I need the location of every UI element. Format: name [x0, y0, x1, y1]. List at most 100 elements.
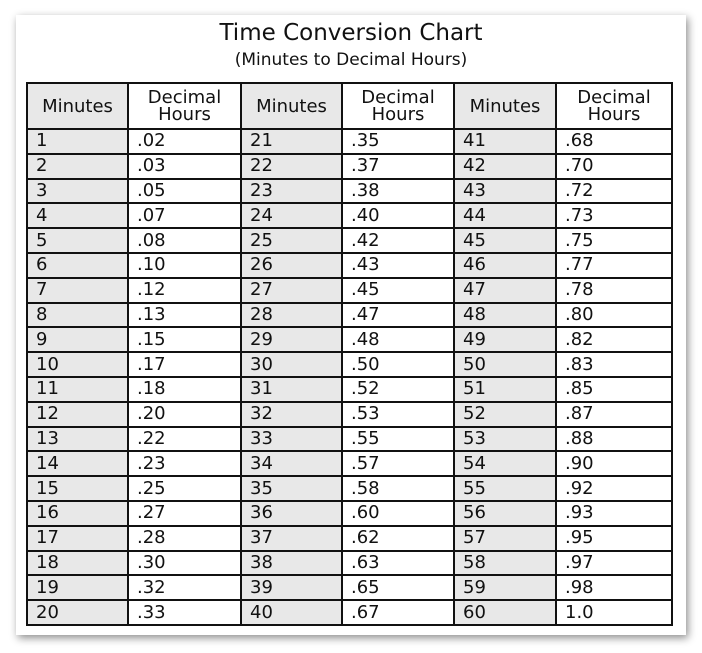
minutes-cell: 33 — [240, 425, 343, 453]
minutes-cell: 51 — [453, 375, 557, 403]
header-decimal-hours: Decimal Hours — [127, 82, 242, 130]
decimal-hours-cell: .15 — [127, 326, 242, 354]
decimal-hours-cell: 1.0 — [555, 599, 673, 626]
minutes-cell: 27 — [240, 276, 343, 304]
table-row: 6.10 26.43 46.77 — [26, 251, 673, 279]
minutes-cell: 31 — [240, 375, 343, 403]
minutes-cell: 15 — [26, 475, 129, 502]
decimal-hours-cell: .72 — [555, 177, 673, 205]
minutes-cell: 13 — [26, 425, 129, 453]
conversion-chart-card: Time Conversion Chart (Minutes to Decima… — [16, 15, 686, 635]
minutes-cell: 46 — [453, 251, 557, 279]
decimal-hours-cell: .57 — [341, 450, 455, 478]
minutes-cell: 10 — [26, 351, 129, 378]
table-body: 1.02 21.35 41.68 2.03 22.37 42.70 3.05 23.38 43.… — [26, 128, 673, 626]
minutes-cell: 11 — [26, 375, 129, 403]
minutes-cell: 7 — [26, 276, 129, 304]
minutes-cell: 36 — [240, 499, 343, 527]
table-row: 17.28 37.62 57.95 — [26, 524, 673, 552]
table-row: 1.02 21.35 41.68 — [26, 128, 673, 155]
minutes-cell: 57 — [453, 524, 557, 552]
decimal-hours-cell: .65 — [341, 574, 455, 602]
table-row: 14.23 34.57 54.90 — [26, 450, 673, 478]
minutes-cell: 45 — [453, 227, 557, 254]
decimal-hours-cell: .68 — [555, 128, 673, 155]
minutes-cell: 29 — [240, 326, 343, 354]
decimal-hours-cell: .13 — [127, 301, 242, 329]
minutes-cell: 26 — [240, 251, 343, 279]
decimal-hours-cell: .55 — [341, 425, 455, 453]
table-row: 9.15 29.48 49.82 — [26, 326, 673, 354]
minutes-cell: 28 — [240, 301, 343, 329]
decimal-hours-cell: .37 — [341, 152, 455, 180]
minutes-cell: 21 — [240, 128, 343, 155]
table-row: 16.27 36.60 56.93 — [26, 499, 673, 527]
decimal-hours-cell: .60 — [341, 499, 455, 527]
table-row: 18.30 38.63 58.97 — [26, 549, 673, 577]
table-row: 2.03 22.37 42.70 — [26, 152, 673, 180]
minutes-cell: 42 — [453, 152, 557, 180]
decimal-hours-cell: .97 — [555, 549, 673, 577]
decimal-hours-cell: .23 — [127, 450, 242, 478]
decimal-hours-cell: .20 — [127, 400, 242, 428]
minutes-cell: 55 — [453, 475, 557, 502]
decimal-hours-cell: .92 — [555, 475, 673, 502]
decimal-hours-cell: .43 — [341, 251, 455, 279]
minutes-cell: 6 — [26, 251, 129, 279]
table-row: 12.20 32.53 52.87 — [26, 400, 673, 428]
decimal-hours-cell: .28 — [127, 524, 242, 552]
decimal-hours-cell: .45 — [341, 276, 455, 304]
decimal-hours-cell: .07 — [127, 202, 242, 230]
decimal-hours-cell: .82 — [555, 326, 673, 354]
table-row: 19.32 39.65 59.98 — [26, 574, 673, 602]
minutes-cell: 47 — [453, 276, 557, 304]
minutes-cell: 40 — [240, 599, 343, 626]
header-line: Hours — [158, 104, 211, 125]
minutes-cell: 14 — [26, 450, 129, 478]
decimal-hours-cell: .83 — [555, 351, 673, 378]
decimal-hours-cell: .27 — [127, 499, 242, 527]
table-row: 11.18 31.52 51.85 — [26, 375, 673, 403]
decimal-hours-cell: .53 — [341, 400, 455, 428]
header-minutes: Minutes — [453, 82, 557, 130]
minutes-cell: 19 — [26, 574, 129, 602]
header-minutes: Minutes — [240, 82, 343, 130]
minutes-cell: 53 — [453, 425, 557, 453]
minutes-cell: 32 — [240, 400, 343, 428]
minutes-cell: 56 — [453, 499, 557, 527]
minutes-cell: 17 — [26, 524, 129, 552]
decimal-hours-cell: .38 — [341, 177, 455, 205]
table-row: 4.07 24.40 44.73 — [26, 202, 673, 230]
decimal-hours-cell: .77 — [555, 251, 673, 279]
decimal-hours-cell: .52 — [341, 375, 455, 403]
decimal-hours-cell: .62 — [341, 524, 455, 552]
decimal-hours-cell: .67 — [341, 599, 455, 626]
minutes-cell: 16 — [26, 499, 129, 527]
decimal-hours-cell: .73 — [555, 202, 673, 230]
minutes-cell: 38 — [240, 549, 343, 577]
decimal-hours-cell: .08 — [127, 227, 242, 254]
decimal-hours-cell: .03 — [127, 152, 242, 180]
minutes-cell: 5 — [26, 227, 129, 254]
decimal-hours-cell: .33 — [127, 599, 242, 626]
minutes-cell: 25 — [240, 227, 343, 254]
header-line: Decimal — [361, 87, 435, 108]
decimal-hours-cell: .58 — [341, 475, 455, 502]
minutes-cell: 59 — [453, 574, 557, 602]
header-decimal-hours: Decimal Hours — [341, 82, 455, 130]
header-decimal-hours: Decimal Hours — [555, 82, 673, 130]
decimal-hours-cell: .17 — [127, 351, 242, 378]
decimal-hours-cell: .30 — [127, 549, 242, 577]
chart-subtitle: (Minutes to Decimal Hours) — [234, 50, 468, 70]
minutes-cell: 1 — [26, 128, 129, 155]
decimal-hours-cell: .10 — [127, 251, 242, 279]
minutes-cell: 18 — [26, 549, 129, 577]
decimal-hours-cell: .47 — [341, 301, 455, 329]
decimal-hours-cell: .22 — [127, 425, 242, 453]
decimal-hours-cell: .70 — [555, 152, 673, 180]
minutes-cell: 35 — [240, 475, 343, 502]
minutes-cell: 39 — [240, 574, 343, 602]
table-row: 3.05 23.38 43.72 — [26, 177, 673, 205]
minutes-cell: 50 — [453, 351, 557, 378]
minutes-cell: 49 — [453, 326, 557, 354]
